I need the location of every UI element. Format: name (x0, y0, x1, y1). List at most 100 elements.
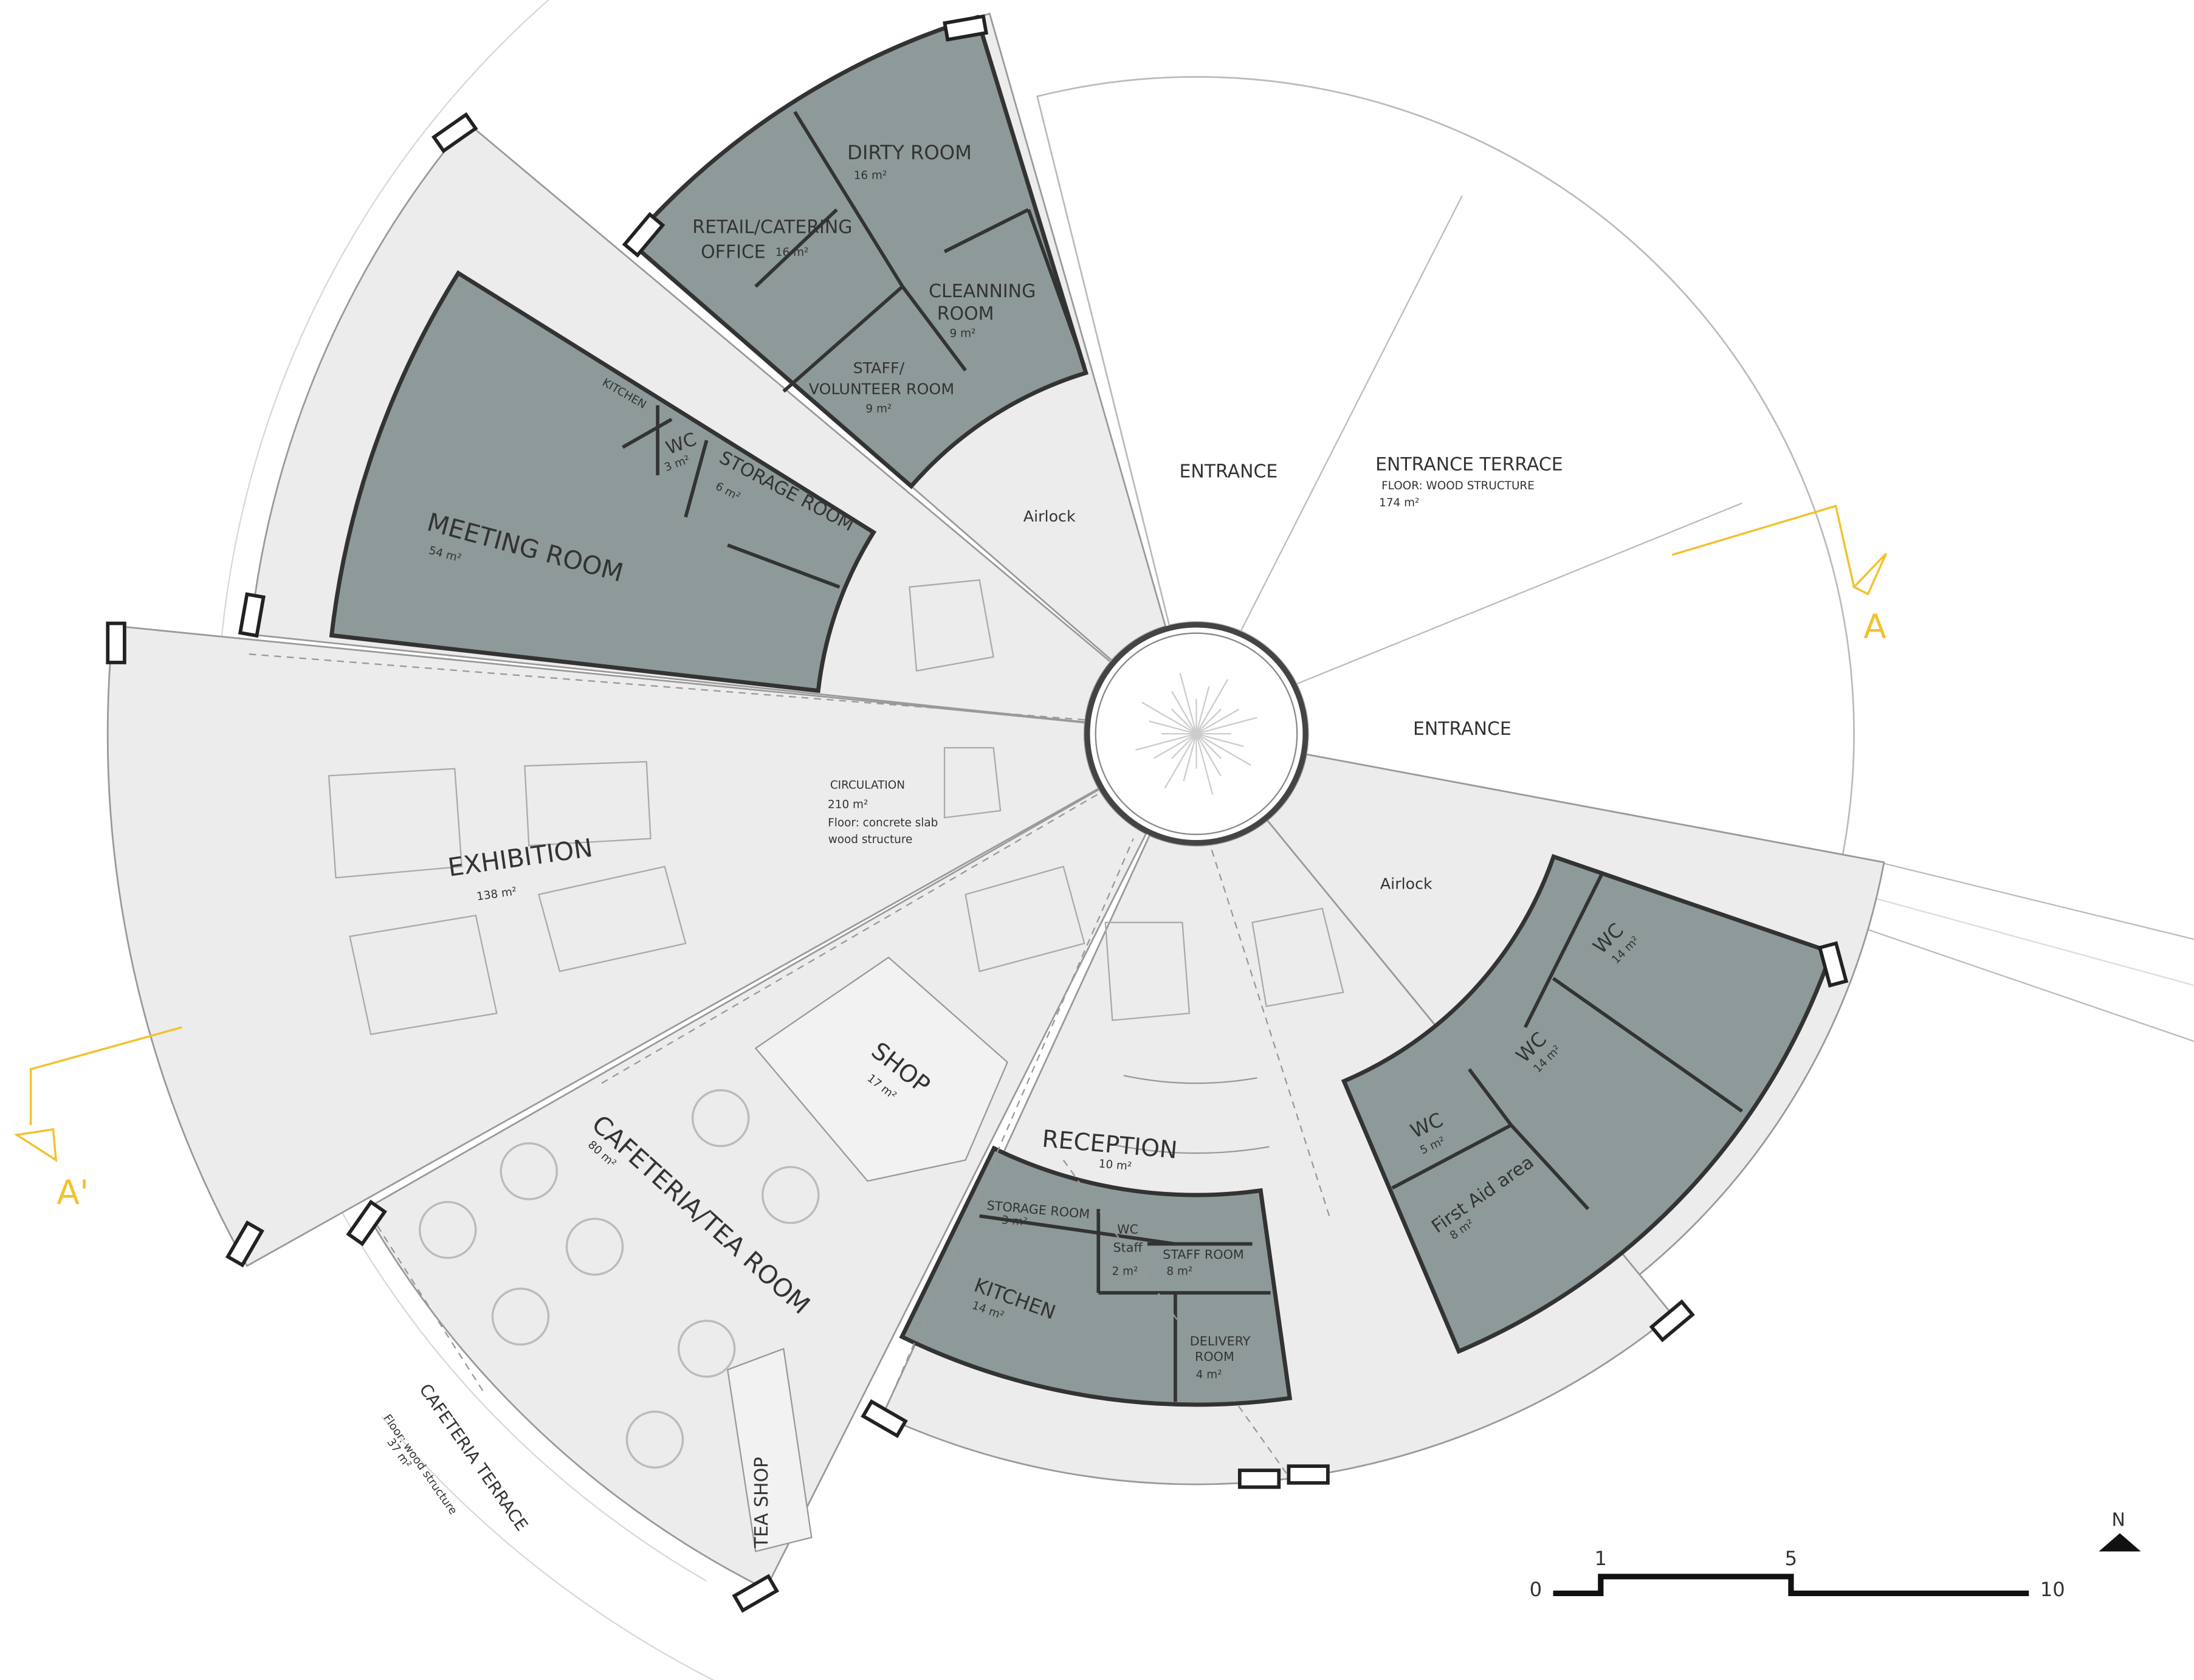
tree-sketch (1164, 733, 1197, 789)
terrace-divider (1237, 195, 1463, 636)
room-label: DIRTY ROOM (847, 141, 972, 164)
tree-sketch (1195, 733, 1251, 766)
room-label: STAFF/ (853, 359, 905, 377)
dashed-line (249, 653, 1085, 721)
scale-label: 10 (2040, 1578, 2065, 1601)
service-room (329, 270, 877, 694)
room-label: FLOOR: WOOD STRUCTURE (1381, 480, 1535, 492)
column (1649, 1299, 1695, 1343)
table (691, 1089, 750, 1148)
room-label: 16 m² (854, 170, 887, 182)
room-label: ENTRANCE (1413, 718, 1511, 740)
column (943, 14, 989, 42)
room-label: ROOM (937, 303, 994, 325)
table (500, 1142, 559, 1200)
room-label: 4 m² (1196, 1369, 1222, 1382)
tree-sketch (1135, 733, 1197, 751)
wall (979, 1214, 1176, 1246)
display-board (537, 866, 687, 973)
bridge (1868, 859, 2194, 940)
room-label: DELIVERY (1190, 1334, 1251, 1349)
tree-sketch (1149, 720, 1197, 735)
bridge (1846, 921, 2194, 1042)
display-board (1251, 907, 1344, 1007)
tree-sketch (1171, 708, 1197, 735)
room-label: 174 m² (1379, 497, 1419, 509)
dashed-line (601, 793, 1099, 1084)
scale-bar (1553, 1574, 2029, 1597)
tree-sketch (1196, 717, 1257, 735)
wall (1391, 1123, 1512, 1190)
column (622, 212, 665, 258)
display-board (943, 747, 1002, 819)
column (732, 1574, 779, 1613)
dashed-line (1209, 845, 1330, 1216)
column (1237, 1468, 1281, 1489)
room-label: 9 m² (865, 403, 892, 416)
tree-sketch (1195, 709, 1239, 735)
outer-arc (381, 1416, 715, 1680)
wall (1468, 1068, 1513, 1126)
tree-sketch (1196, 733, 1244, 748)
wall (943, 208, 1030, 253)
tea-shop (726, 1348, 813, 1552)
wall (754, 208, 838, 288)
room-label: Staff (1113, 1240, 1143, 1255)
section-label: A' (57, 1174, 89, 1213)
display-board (909, 579, 994, 672)
tree-sketch (1195, 733, 1222, 777)
display-board (1104, 921, 1191, 1021)
dashed-line (366, 1208, 484, 1391)
reception-arc (1123, 1075, 1257, 1084)
room-label: ROOM (1195, 1349, 1234, 1364)
section-line (29, 1026, 182, 1126)
table (565, 1217, 624, 1276)
room-label: STAFF ROOM (1163, 1247, 1244, 1262)
room-label: wood structure (828, 833, 913, 846)
scale-label: 0 (1530, 1578, 1542, 1601)
wall (901, 285, 967, 372)
display-board (524, 761, 652, 847)
room-label: Airlock (1380, 875, 1432, 893)
tree-sketch (1195, 708, 1222, 735)
service-room (1341, 853, 1834, 1354)
wall (782, 285, 904, 393)
room-label: 16 m² (775, 246, 809, 259)
column (106, 621, 126, 664)
room-label: Airlock (1023, 508, 1076, 525)
table (677, 1320, 736, 1378)
column (225, 1220, 264, 1268)
tree-sketch (1183, 733, 1197, 782)
section-arrow (13, 1128, 58, 1162)
shop (754, 956, 1009, 1182)
tree-sketch (1141, 701, 1197, 735)
room-label: OFFICE (701, 242, 766, 263)
column (1287, 1464, 1330, 1485)
wall (1027, 208, 1086, 367)
room-label: CIRCULATION (830, 779, 905, 791)
dashed-line (881, 838, 1134, 1419)
north-arrow (2099, 1533, 2141, 1552)
section-line (1671, 504, 1855, 588)
scale-label: 5 (1785, 1547, 1798, 1570)
table (418, 1200, 477, 1259)
tree-sketch (1195, 686, 1210, 734)
tree-sketch (1171, 733, 1197, 759)
section-label: A (1863, 608, 1886, 647)
tree-sketch (1171, 690, 1197, 734)
room-label: TEA SHOP (751, 1457, 772, 1549)
room-label: 3 m² (1001, 1214, 1028, 1229)
room-label: 9 m² (950, 328, 976, 340)
dashed-line (1062, 1159, 1288, 1475)
column (431, 112, 478, 154)
room-label: 210 m² (828, 799, 868, 811)
wall (1510, 1124, 1590, 1211)
table (625, 1410, 684, 1469)
display-board (349, 914, 498, 1035)
table (491, 1287, 550, 1346)
tree-sketch (1195, 733, 1222, 759)
terrace-divider (1294, 502, 1742, 686)
room-label: VOLUNTEER ROOM (809, 380, 954, 398)
